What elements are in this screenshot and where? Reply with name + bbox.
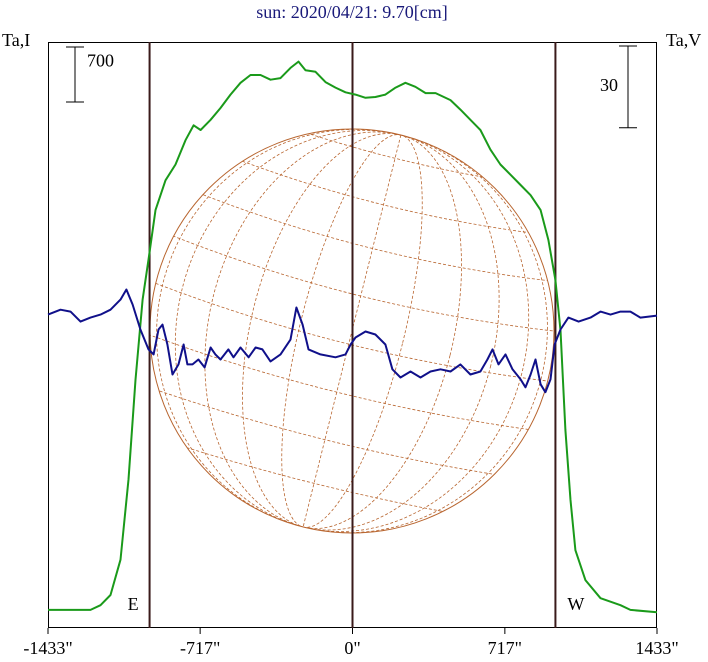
chart-title: sun: 2020/04/21: 9.70[cm] <box>256 2 448 22</box>
x-tick-label: 1433" <box>635 638 678 658</box>
x-tick-label: -1433" <box>23 638 72 658</box>
x-tick-label: 717" <box>488 638 522 658</box>
series-line <box>47 288 658 394</box>
x-tick-label: -717" <box>180 638 220 658</box>
y-axis-label: Ta,I <box>2 30 30 50</box>
x-tick-label: 0" <box>344 638 360 658</box>
y2-axis-label: Ta,V <box>666 30 701 50</box>
limb-label: E <box>128 594 139 614</box>
limb-label: W <box>567 594 584 614</box>
scale-bar-label: 30 <box>600 75 618 95</box>
scale-bar-label: 700 <box>87 51 114 71</box>
series-line <box>48 60 658 614</box>
